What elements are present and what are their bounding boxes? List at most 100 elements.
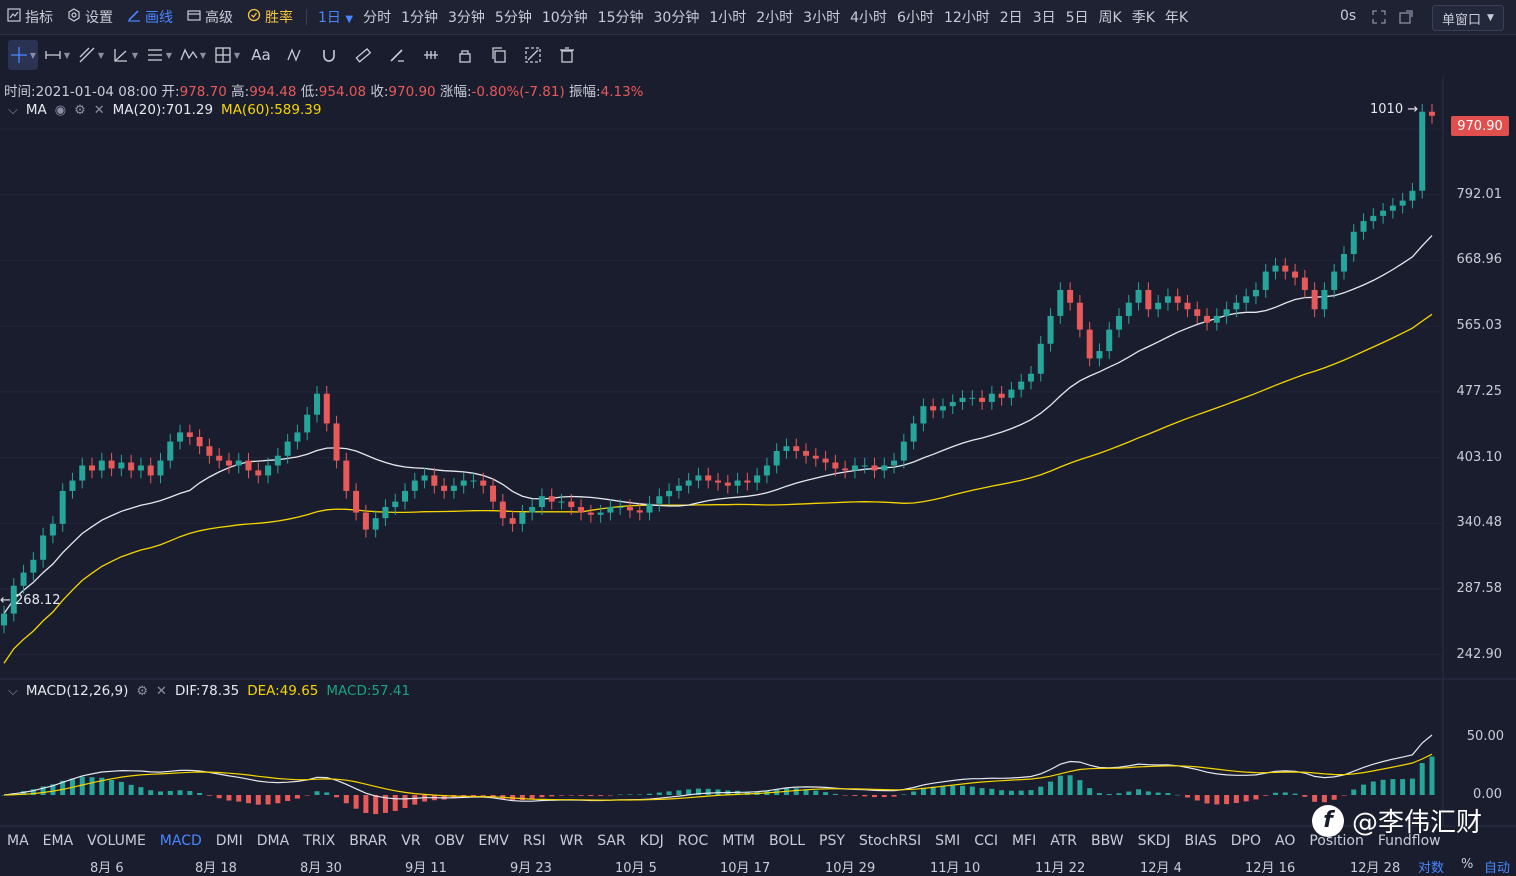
indicator-tab[interactable]: EMV bbox=[478, 833, 509, 849]
macd-bar bbox=[314, 791, 320, 795]
indicator-tab[interactable]: KDJ bbox=[639, 833, 664, 849]
draw-button[interactable]: 画线 bbox=[120, 7, 180, 27]
candle-body bbox=[656, 496, 663, 504]
macd-bar bbox=[363, 795, 369, 814]
hline-tool[interactable]: ▼ bbox=[42, 40, 72, 70]
gear-icon[interactable]: ⚙ bbox=[74, 102, 86, 118]
indicator-tab[interactable]: ROC bbox=[677, 833, 709, 849]
interval-option[interactable]: 2日 bbox=[999, 10, 1023, 26]
gear-icon[interactable]: ⚙ bbox=[136, 683, 149, 699]
pattern-tool[interactable] bbox=[280, 40, 310, 70]
interval-option[interactable]: 1小时 bbox=[709, 10, 747, 26]
indicator-tab[interactable]: ATR bbox=[1050, 833, 1077, 849]
price-axis-label: 340.48 bbox=[1456, 515, 1503, 531]
candle bbox=[666, 483, 673, 505]
advanced-button[interactable]: 高级 bbox=[180, 7, 240, 27]
candle bbox=[49, 516, 56, 544]
crosshair-tool[interactable]: ▼ bbox=[8, 40, 38, 70]
indicator-tab[interactable]: BIAS bbox=[1184, 833, 1217, 849]
interval-option[interactable]: 周K bbox=[1098, 10, 1122, 26]
interval-option[interactable]: 5分钟 bbox=[494, 10, 532, 26]
interval-option[interactable]: 季K bbox=[1131, 10, 1155, 26]
macd-bar bbox=[598, 795, 604, 796]
indicator-tab[interactable]: BRAR bbox=[349, 833, 388, 849]
indicator-tab[interactable]: VOLUME bbox=[87, 833, 146, 849]
indicator-tab[interactable]: SAR bbox=[597, 833, 626, 849]
indicator-tab[interactable]: BOLL bbox=[769, 833, 805, 849]
wave-tool[interactable]: ▼ bbox=[178, 40, 208, 70]
eye-icon[interactable]: ◉ bbox=[54, 102, 67, 118]
indicator-tab[interactable]: MTM bbox=[722, 833, 756, 849]
interval-option[interactable]: 12小时 bbox=[943, 10, 990, 26]
interval-option[interactable]: 5日 bbox=[1065, 10, 1089, 26]
indicator-tab[interactable]: DMI bbox=[215, 833, 243, 849]
indicator-tab[interactable]: AO bbox=[1275, 833, 1296, 849]
window-mode-select[interactable]: 单窗口 ▼ bbox=[1432, 5, 1504, 31]
candle-body bbox=[490, 485, 497, 502]
delete-tool[interactable] bbox=[552, 40, 582, 70]
interval-option[interactable]: 6小时 bbox=[897, 10, 934, 26]
indicator-tab[interactable]: Position bbox=[1309, 833, 1364, 849]
indicator-tab[interactable]: MACD bbox=[159, 833, 202, 849]
indicator-tab[interactable]: StochRSI bbox=[858, 833, 922, 849]
candle bbox=[313, 385, 320, 423]
macd-bar bbox=[216, 795, 222, 799]
interval-option[interactable]: 15分钟 bbox=[597, 10, 644, 26]
indicator-tab[interactable]: SKDJ bbox=[1137, 833, 1171, 849]
indicator-tab[interactable]: PSY bbox=[819, 833, 845, 849]
indicator-tab[interactable]: BBW bbox=[1091, 833, 1124, 849]
indicator-tab[interactable]: DMA bbox=[256, 833, 290, 849]
percent-scale-toggle[interactable]: % bbox=[1461, 857, 1474, 872]
interval-option[interactable]: 2小时 bbox=[756, 10, 794, 26]
winrate-button[interactable]: 胜率 bbox=[240, 7, 300, 27]
indicator-tab[interactable]: DPO bbox=[1230, 833, 1261, 849]
ruler-tool[interactable] bbox=[348, 40, 378, 70]
interval-option[interactable]: 1分钟 bbox=[401, 10, 438, 26]
indicator-tab[interactable]: MFI bbox=[1011, 833, 1037, 849]
close-icon[interactable]: ✕ bbox=[156, 683, 167, 699]
fullscreen-icon[interactable] bbox=[1371, 9, 1387, 29]
copy-tool[interactable] bbox=[484, 40, 514, 70]
angle-tool[interactable]: ▼ bbox=[110, 40, 140, 70]
lock-tool[interactable] bbox=[416, 40, 446, 70]
popout-icon[interactable] bbox=[1398, 9, 1414, 29]
log-scale-toggle[interactable]: 对数 bbox=[1418, 861, 1445, 876]
indicator-button[interactable]: 指标 bbox=[0, 7, 60, 27]
interval-option[interactable]: 3小时 bbox=[803, 10, 841, 26]
interval-selector[interactable]: 1日 ▼ bbox=[313, 7, 358, 27]
interval-option[interactable]: 3日 bbox=[1032, 10, 1056, 26]
candle bbox=[450, 477, 457, 499]
brush-tool[interactable] bbox=[382, 40, 412, 70]
indicator-tab[interactable]: SMI bbox=[935, 833, 961, 849]
indicator-tab[interactable]: TRIX bbox=[303, 833, 336, 849]
collapse-chevron-icon[interactable]: ⌵ bbox=[8, 102, 18, 118]
settings-button[interactable]: 设置 bbox=[60, 7, 120, 27]
interval-option[interactable]: 4小时 bbox=[850, 10, 888, 26]
indicator-tab[interactable]: RSI bbox=[522, 833, 546, 849]
trendline-tool[interactable]: ▼ bbox=[76, 40, 106, 70]
indicator-tab[interactable]: OBV bbox=[434, 833, 465, 849]
close-icon[interactable]: ✕ bbox=[93, 102, 105, 118]
interval-option[interactable]: 年K bbox=[1164, 10, 1189, 26]
auto-scale-toggle[interactable]: 自动 bbox=[1484, 861, 1511, 876]
interval-option[interactable]: 分时 bbox=[363, 10, 392, 26]
hide-tool[interactable] bbox=[518, 40, 548, 70]
interval-option[interactable]: 10分钟 bbox=[541, 10, 588, 26]
fib-tool[interactable]: ▼ bbox=[212, 40, 242, 70]
interval-option[interactable]: 3分钟 bbox=[448, 10, 485, 26]
macd-bar bbox=[40, 786, 46, 795]
indicator-tab[interactable]: VR bbox=[401, 833, 421, 849]
interval-option[interactable]: 30分钟 bbox=[653, 10, 700, 26]
collapse-chevron-icon[interactable]: ⌵ bbox=[8, 683, 18, 699]
indicator-tab[interactable]: WR bbox=[559, 833, 584, 849]
indicator-tab[interactable]: CCI bbox=[974, 833, 998, 849]
magnet-tool[interactable] bbox=[314, 40, 344, 70]
indicator-tab[interactable]: MA bbox=[7, 833, 29, 849]
unlock-tool[interactable] bbox=[450, 40, 480, 70]
text-tool[interactable]: Aa bbox=[246, 40, 276, 70]
candle bbox=[558, 493, 565, 510]
channel-tool[interactable]: ▼ bbox=[144, 40, 174, 70]
indicator-tab[interactable]: EMA bbox=[42, 833, 74, 849]
indicator-tab[interactable]: Fundflow bbox=[1377, 833, 1441, 849]
